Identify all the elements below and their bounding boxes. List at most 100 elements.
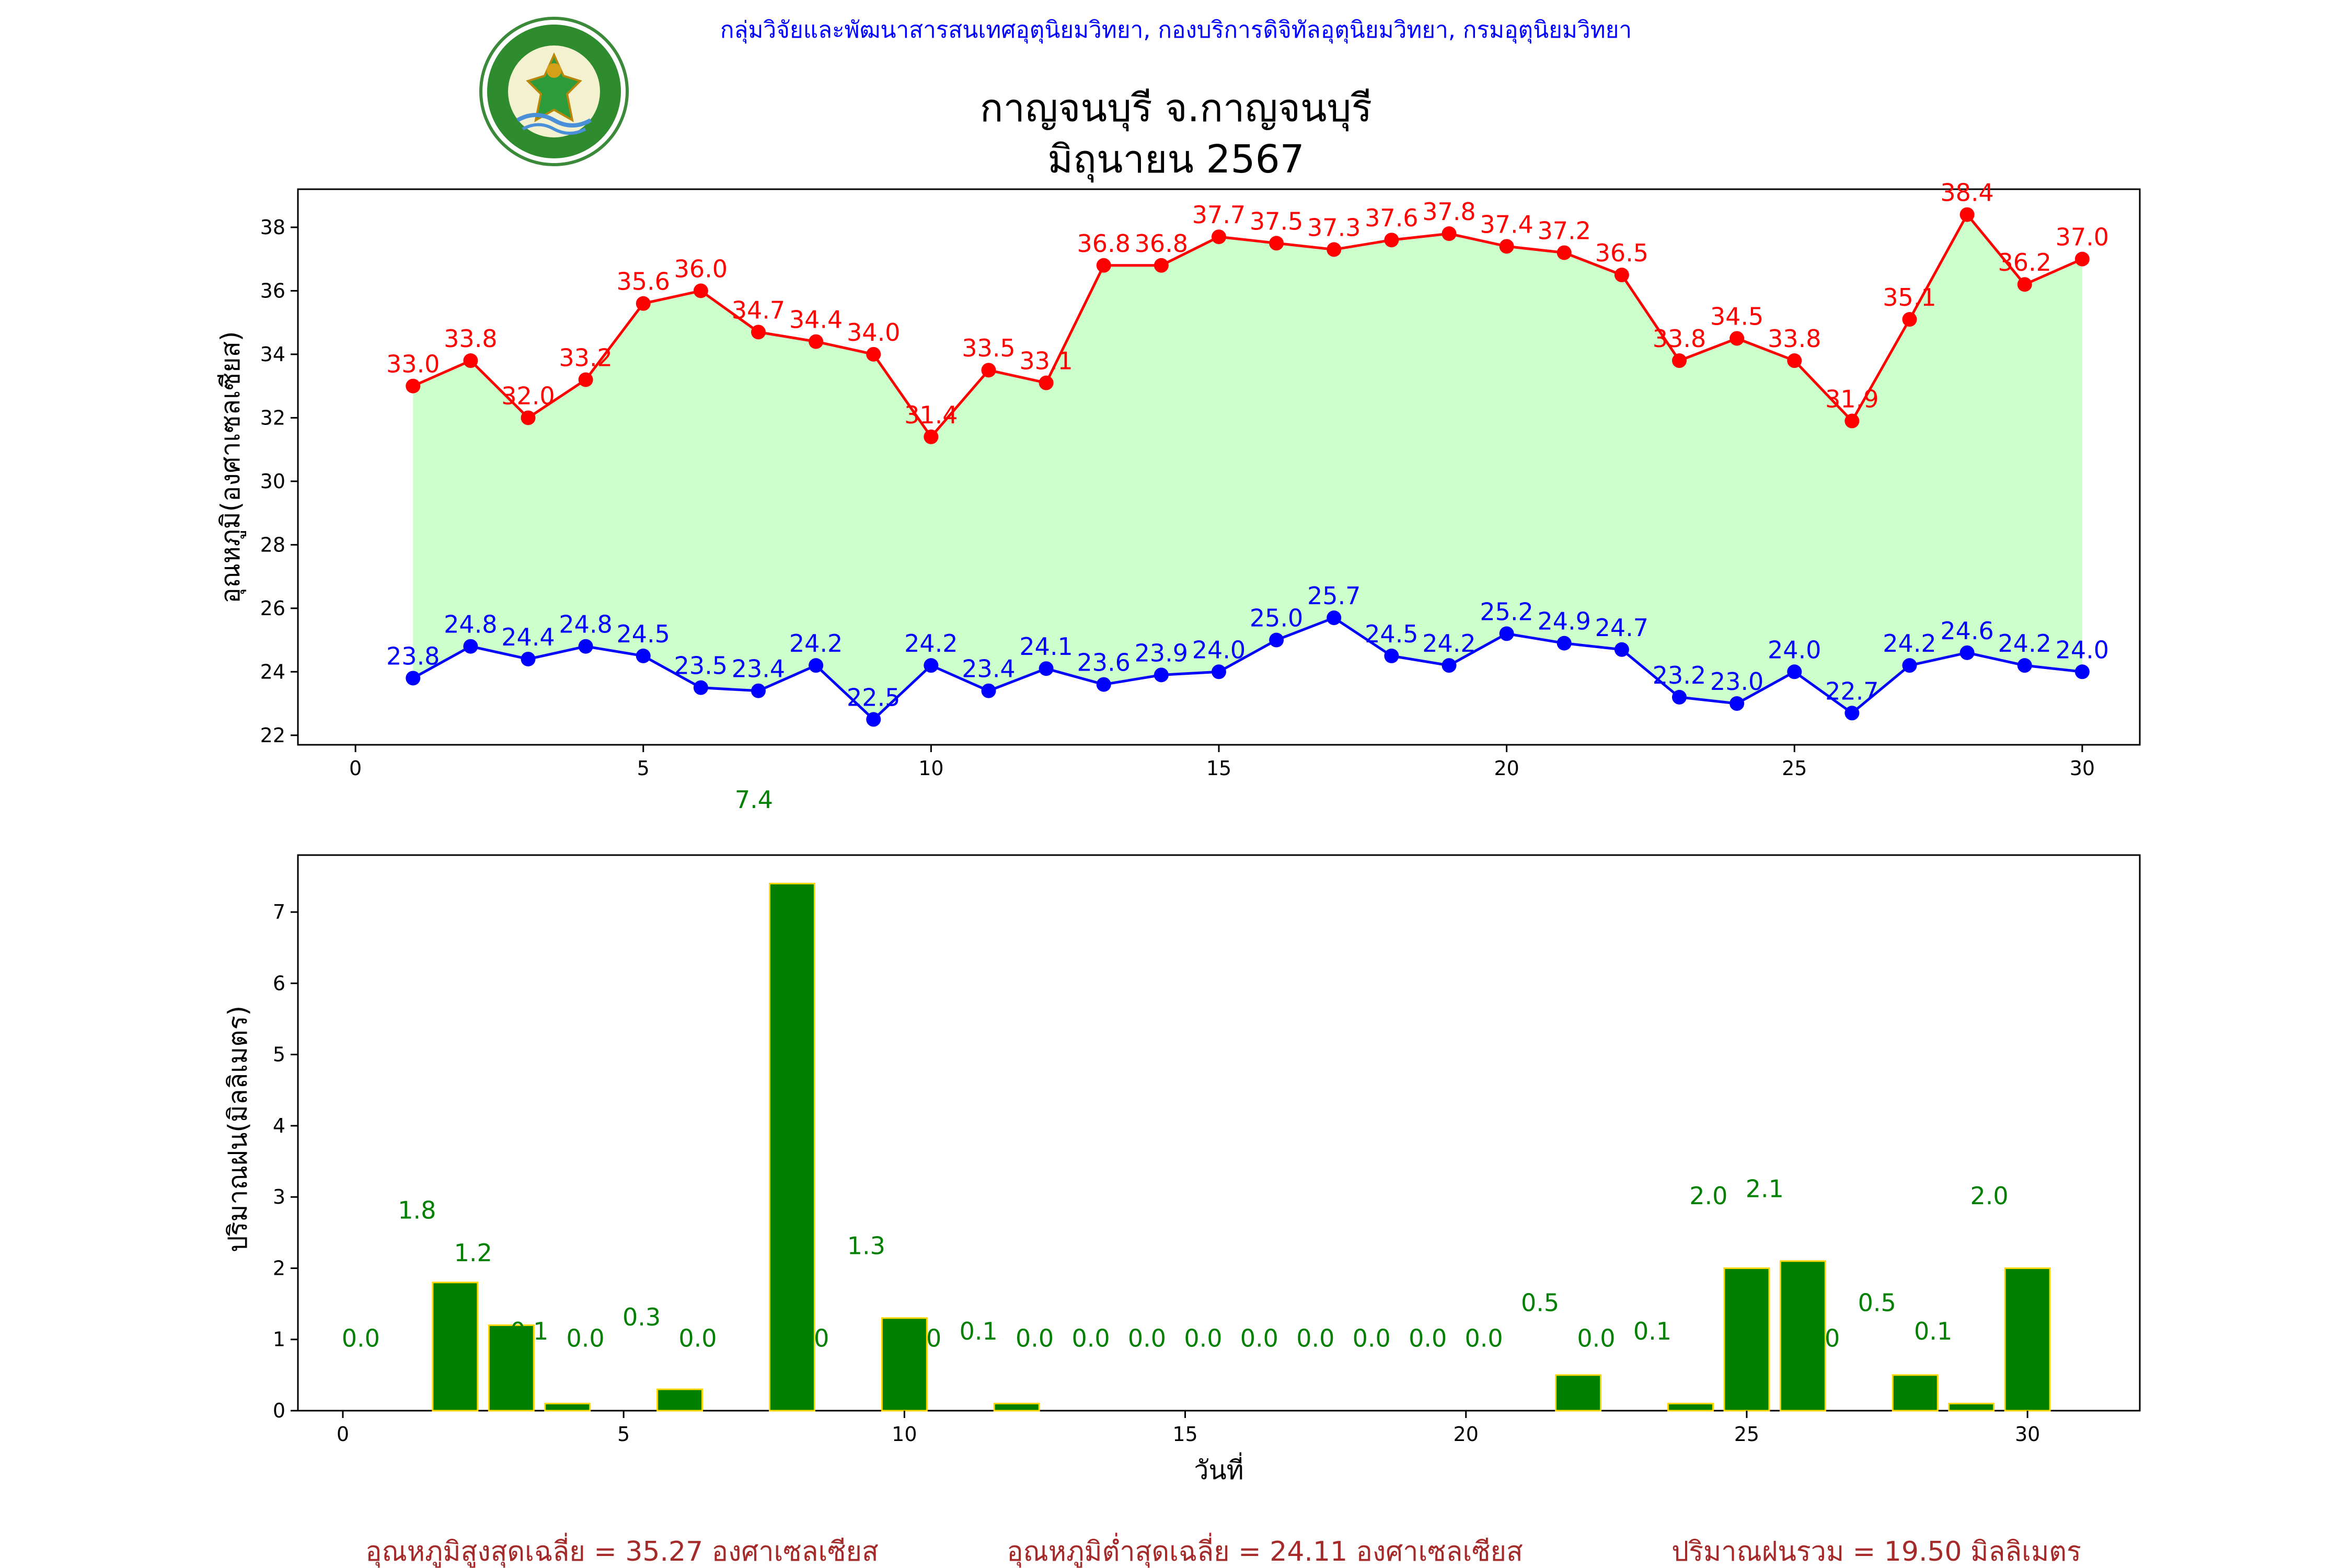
y-tick-label: 38 [260,216,285,239]
min-temperature-label: 24.7 [1595,614,1648,642]
rain-x-ticks: 0 5 10 15 20 25 30 [337,1411,2040,1446]
min-temperature-label: 24.4 [501,623,555,651]
max-temperature-label: 33.2 [559,343,612,372]
avg-max-temperature: อุณหภูมิสูงสุดเฉลี่ย = 35.27 องศาเซลเซีย… [365,1532,879,1568]
x-tick-label: 25 [1734,1423,1759,1446]
rain-value-label: 0.1 [510,1317,548,1345]
min-temperature-label: 24.9 [1538,607,1591,636]
max-temperature-label: 36.8 [1077,229,1131,258]
max-temperature-label: 34.7 [732,296,785,324]
rain-y-axis-label: ปริมาณฝน(มิลลิเมตร) [223,1006,253,1252]
min-temperature-point [809,658,824,673]
chart-title: กาญจนบุรี จ.กาญจนบุรี [980,86,1373,132]
min-temperature-label: 25.2 [1480,597,1533,626]
min-temperature-label: 23.0 [1710,667,1763,696]
x-tick-label: 10 [918,757,943,780]
max-temperature-point [1730,331,1745,346]
min-temperature-label: 23.5 [674,652,728,680]
max-temperature-label: 37.4 [1480,210,1533,238]
max-temperature-point [1557,245,1572,260]
min-temperature-label: 25.7 [1307,582,1361,610]
min-temperature-point [1614,642,1629,657]
min-temperature-point [2017,658,2032,673]
chart-subtitle: มิถุนายน 2567 [1047,137,1305,183]
y-tick-label: 2 [273,1256,285,1279]
max-temperature-point [406,378,421,394]
rain-value-label: 0.0 [567,1324,605,1353]
max-temperature-point [463,353,478,368]
min-temperature-label: 24.2 [1422,629,1475,658]
min-temperature-point [981,683,996,698]
max-temperature-point [924,429,939,444]
max-temperature-label: 33.1 [1019,347,1073,375]
y-tick-label: 1 [273,1328,285,1351]
max-temperature-point [751,325,766,340]
rain-value-label: 0.1 [1914,1317,1952,1345]
max-temperature-points: 33.033.832.033.235.6 36.034.7 34.4 34.031.4… [386,179,2109,444]
min-temperature-label: 23.6 [1077,649,1131,677]
max-temperature-point [1442,226,1457,241]
min-temperature-point [1442,658,1457,673]
min-temperature-label: 22.5 [847,683,900,711]
max-temperature-point [809,334,824,349]
max-temperature-label: 35.6 [617,268,670,296]
max-temperature-line [412,212,2083,439]
max-temperature-point [1902,312,1917,327]
rain-value-label: 1.2 [454,1239,492,1267]
rain-x-axis-label: วันที่ [1194,1452,1243,1485]
rain-value-label: 0.1 [1633,1317,1671,1345]
rain-value-label: 2.1 [1746,1175,1784,1203]
x-tick-label: 20 [1454,1423,1479,1446]
y-tick-label: 34 [260,343,285,366]
max-temperature-label: 37.8 [1422,198,1475,226]
rain-value-label: 0.0 [1240,1324,1278,1353]
min-temperature-label: 24.2 [1883,629,1936,658]
y-tick-label: 5 [273,1043,285,1066]
max-temperature-label: 37.0 [2056,223,2109,251]
max-temperature-label: 36.5 [1595,239,1648,267]
max-temperature-label: 34.5 [1710,302,1763,330]
min-temperature-label: 24.2 [904,629,958,658]
max-temperature-point [578,372,593,387]
rain-bar [881,1317,928,1412]
min-temperature-point [751,683,766,698]
max-temperature-label: 35.1 [1883,283,1936,312]
min-temperature-label: 24.5 [1365,620,1418,648]
max-temperature-label: 36.0 [674,255,728,283]
max-temperature-point [2074,251,2090,267]
max-temperature-point [1499,239,1514,254]
temperature-y-ticks: 22 24 26 28 30 32 34 36 38 [260,216,298,747]
max-temperature-point [1039,375,1054,390]
min-temperature-point [1269,632,1284,648]
max-temperature-label: 31.4 [904,401,958,429]
max-temperature-point [693,283,708,298]
min-temperature-label: 24.1 [1019,632,1073,661]
max-temperature-point [1096,258,1111,273]
min-temperature-point [924,658,939,673]
max-temperature-label: 33.5 [962,334,1015,362]
y-tick-label: 36 [260,279,285,302]
min-temperature-point [1154,667,1169,683]
max-temperature-label: 32.0 [501,382,555,410]
min-temperature-label: 25.0 [1250,604,1303,632]
x-tick-label: 15 [1172,1423,1197,1446]
rain-value-labels: 0.0 1.8 1.2 0.1 0.0 0.3 0.0 7.4 0.0 1.3 0.0 0.1 0.0 0… [342,786,2009,1353]
max-temperature-point [1614,268,1629,283]
y-tick-label: 24 [260,660,285,683]
max-temperature-point [1844,413,1860,429]
rain-value-label: 0.0 [1353,1324,1391,1353]
max-temperature-label: 31.9 [1825,385,1878,413]
rain-bar [993,1402,1040,1412]
min-temperature-label: 24.8 [444,610,497,639]
x-tick-label: 0 [349,757,362,780]
max-temperature-label: 34.4 [789,306,843,334]
max-temperature-point [1269,236,1284,251]
min-temperature-label: 24.2 [1998,629,2051,658]
min-temperature-point [866,712,881,727]
max-temperature-point [1384,233,1399,248]
max-temperature-label: 37.3 [1307,213,1361,241]
min-temperature-label: 24.0 [1192,636,1246,664]
max-temperature-point [1212,229,1226,245]
